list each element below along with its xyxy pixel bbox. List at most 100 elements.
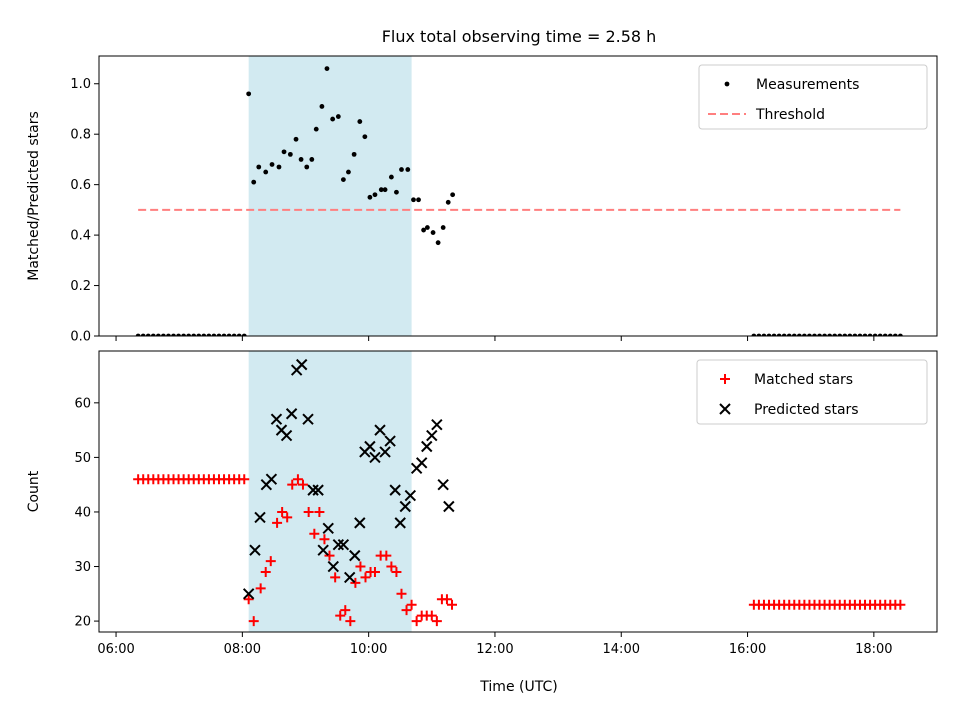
- data-point: [450, 192, 456, 198]
- plot-area: [135, 66, 903, 336]
- data-point: [857, 333, 863, 336]
- data-point: [313, 126, 319, 132]
- data-point: [847, 333, 853, 336]
- y-tick-label: 0.0: [70, 330, 91, 345]
- data-point: [386, 561, 397, 572]
- data-point: [895, 599, 906, 610]
- data-point: [440, 225, 446, 230]
- data-point: [171, 333, 176, 336]
- data-point: [335, 610, 346, 621]
- data-point: [837, 333, 843, 336]
- x-tick-label: 18:00: [855, 642, 892, 657]
- legend-marker: [719, 403, 731, 415]
- data-point: [786, 333, 792, 336]
- legend: Measurements Threshold: [698, 64, 928, 130]
- data-point: [766, 333, 772, 336]
- data-point: [287, 151, 293, 157]
- data-point: [796, 333, 802, 336]
- y-tick-label: 40: [74, 505, 91, 520]
- legend-label: Predicted stars: [754, 402, 859, 418]
- data-point: [381, 550, 392, 561]
- data-point: [293, 136, 299, 142]
- legend-label: Matched stars: [754, 372, 853, 388]
- data-point: [354, 517, 366, 529]
- data-point: [269, 162, 275, 167]
- data-point: [241, 333, 247, 336]
- data-point: [445, 199, 451, 205]
- data-point: [812, 333, 817, 336]
- y-tick-label: 0.4: [70, 229, 91, 244]
- shaded-span: [248, 351, 412, 632]
- y-tick-label: 0.2: [70, 279, 91, 294]
- legend-marker: [724, 81, 730, 87]
- axes-frame: [98, 55, 938, 337]
- data-point: [822, 333, 827, 336]
- data-point: [322, 522, 334, 535]
- data-point: [287, 479, 298, 490]
- data-point: [415, 457, 428, 469]
- data-point: [303, 506, 314, 517]
- data-point: [340, 605, 351, 616]
- data-point: [364, 440, 376, 453]
- data-point: [421, 227, 426, 233]
- data-point: [405, 167, 411, 172]
- data-point: [309, 157, 315, 162]
- data-point: [862, 333, 868, 336]
- data-point: [161, 333, 166, 336]
- data-point: [181, 333, 187, 336]
- data-point: [435, 240, 441, 246]
- data-point: [260, 566, 271, 577]
- data-point: [406, 599, 417, 610]
- data-point: [201, 333, 207, 336]
- data-point: [314, 506, 325, 517]
- axes-frame: [98, 350, 938, 633]
- data-point: [276, 164, 282, 170]
- data-point: [374, 424, 386, 436]
- y-tick-label: 20: [74, 615, 91, 630]
- data-point: [360, 572, 371, 583]
- data-point: [751, 333, 757, 336]
- legend-box: [696, 359, 928, 425]
- data-point: [807, 333, 812, 336]
- y-axis-label: Matched/Predicted stars: [26, 111, 42, 281]
- data-point: [867, 333, 873, 336]
- x-tick-label: 06:00: [97, 642, 134, 657]
- data-point: [355, 561, 366, 572]
- data-point: [298, 157, 304, 162]
- data-point: [791, 333, 797, 336]
- x-tick-label: 14:00: [603, 642, 640, 657]
- data-point: [150, 333, 156, 336]
- data-point: [270, 413, 283, 425]
- data-point: [842, 333, 848, 336]
- y-tick-label: 30: [74, 560, 91, 575]
- data-point: [877, 333, 883, 336]
- data-point: [302, 413, 314, 425]
- data-point: [343, 571, 356, 584]
- data-point: [265, 556, 276, 567]
- data-point: [401, 605, 412, 616]
- data-point: [349, 549, 361, 562]
- data-point: [350, 577, 361, 588]
- chart-title: Flux total observing time = 2.58 h: [382, 27, 657, 46]
- data-point: [399, 500, 411, 513]
- data-point: [309, 528, 320, 539]
- data-point: [399, 167, 404, 172]
- data-point: [756, 333, 762, 336]
- data-point: [292, 474, 303, 485]
- data-point: [243, 594, 254, 605]
- data-point: [281, 149, 287, 155]
- data-point: [263, 169, 269, 175]
- data-point: [330, 116, 336, 122]
- data-point: [319, 104, 325, 109]
- y-tick-label: 60: [74, 396, 91, 411]
- data-point: [345, 616, 356, 627]
- data-point: [216, 333, 222, 336]
- data-point: [394, 517, 406, 529]
- data-point: [411, 197, 416, 203]
- data-point: [297, 479, 308, 490]
- data-point: [421, 440, 433, 453]
- data-point: [379, 446, 391, 458]
- data-point: [304, 164, 310, 170]
- data-point: [166, 333, 171, 336]
